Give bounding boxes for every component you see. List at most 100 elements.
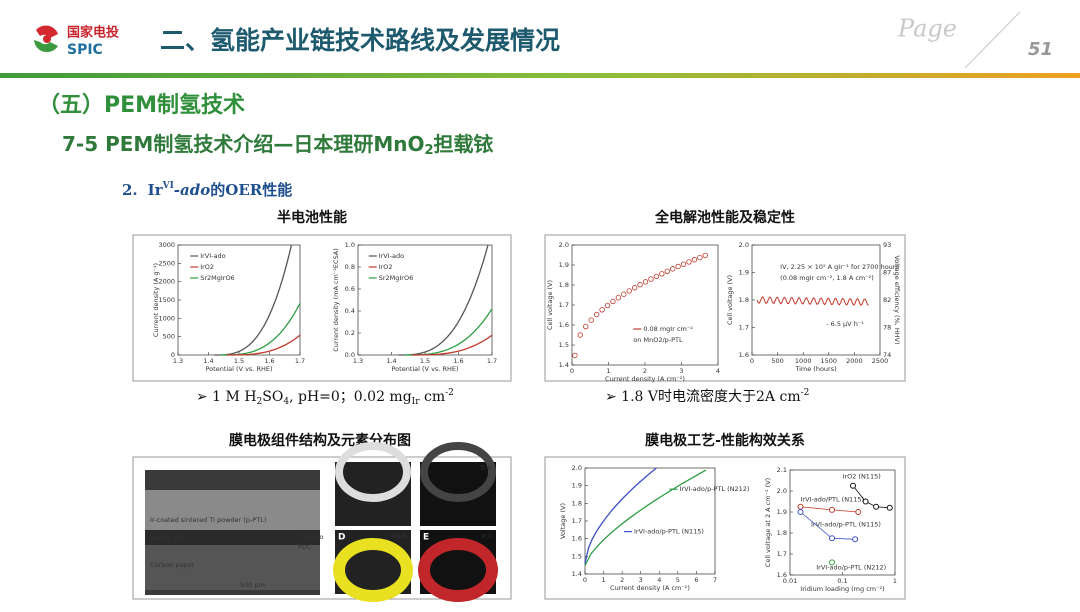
y-tick-label: 0.8 [345,263,355,271]
legend-label: IrO2 [200,263,214,271]
marker [631,285,638,291]
sem-layer [145,490,320,530]
curve [756,296,869,306]
y-tick-label: 1.6 [559,321,569,329]
tile-label: Mn K [391,532,408,540]
header-rule [0,73,1080,78]
x-tick-label: 2500 [872,357,889,365]
marker [637,282,643,288]
legend-label: IrO2 [379,263,393,271]
x-tick-label: 1 [602,576,606,584]
y-label: Cell voltage (V) [546,280,554,330]
page-number: 51 [1028,39,1053,60]
curve [411,334,493,356]
y-tick-label: 1000 [158,314,175,322]
marker [797,503,804,510]
marker [680,261,687,267]
x-tick-label: 0 [570,367,574,375]
tile-label: Ti K [479,464,493,472]
y-tick-label: 1.6 [572,535,582,543]
marker [686,259,692,265]
x-label: Current density (A cm⁻²) [605,375,685,383]
marker [886,504,893,511]
image-label: Carbon paper [150,561,195,569]
y-tick-label: 1.8 [739,296,749,304]
t: 担载铱 [434,132,494,156]
image-label: Nafion 115 [150,534,186,542]
t: , pH=0；0.02 mg [289,389,412,405]
y-tick-label: 0 [171,351,175,359]
marker [829,535,835,542]
marker [572,352,578,359]
x-tick-label: 1.3 [353,357,363,365]
header-title: 二、氢能产业链技术路线及发展情况 [160,26,560,55]
x-tick-label: 1.5 [420,357,430,365]
x-tick-label: 3 [639,576,643,584]
t: 2 [424,143,433,158]
y-tick-label: 1.9 [739,269,749,277]
y-tick-label: 0.6 [345,285,355,293]
t: -ado [174,181,210,199]
legend-label: Sr2MgIrO6 [200,274,235,282]
marker [697,254,703,261]
y-label: Voltage (V) [559,503,567,539]
legend-label: Sr2MgIrO6 [379,274,414,282]
y-tick-label: 1.7 [739,324,749,332]
caption: ➢ 1.8 V时电流密度大于2A cm-2 [605,388,809,406]
tile-letter: D [338,533,345,543]
legend-label: 0.08 mgIr cm⁻² [643,325,693,333]
legend-label: IrVI-ado [379,252,404,260]
y2-tick-label: 74 [883,351,891,359]
y-tick-label: 1.6 [739,351,749,359]
marker [702,252,708,259]
t: -2 [445,388,454,398]
y-tick-label: 1.9 [572,482,582,490]
sem-layer [145,530,320,545]
panel-title: 全电解池性能及稳定性 [654,209,795,226]
t: Ir [412,397,421,407]
x-tick-label: 2000 [846,357,863,365]
t: cm [420,389,446,405]
figure-box [132,234,512,382]
figures: 1.3 1.4 1.5 1.6 1.7050010001500200025003000P… [145,241,901,602]
x-tick-label: 1.4 [203,357,213,365]
x-tick-label: 0 [750,357,754,365]
image-label: Pt/C [298,543,312,551]
marker [669,266,676,272]
divider [964,11,1021,69]
legend-label: IrO2 (N115) [843,472,881,480]
logo [34,25,58,53]
marker [829,559,835,566]
x-tick-label: 4 [657,576,661,584]
page-label: Page [897,15,957,43]
marker [577,332,584,338]
legend-label: (0.08 mgIr cm⁻², 1.8 A cm⁻²) [780,274,874,282]
legend-label: IrVI-ado [200,252,225,260]
marker [675,263,681,270]
map-region [420,442,496,502]
y-tick-label: 2500 [158,259,175,267]
y-tick-label: 0.2 [345,329,355,337]
t: 2. [122,181,138,199]
logo-cn: 国家电投 [67,25,119,41]
tile-letter: E [423,533,429,543]
x-tick-label: 1.3 [173,357,183,365]
marker [691,257,698,263]
x-tick-label: 1.7 [295,357,305,365]
y-label: Current density (mA cm⁻²ECSA) [332,248,340,352]
t: ➢ 1 M H [196,389,257,405]
legend-label: on MnO2/p-PTL [633,336,683,344]
panel-title: 半电池性能 [277,209,347,226]
y2-tick-label: 93 [883,241,891,249]
sem-layer [145,545,320,590]
y-tick-label: 1.7 [559,301,569,309]
curve [226,334,301,356]
marker [588,317,594,323]
y-tick-label: 1.4 [559,361,569,369]
item: 2. IrVI-ado的OER性能 [122,181,292,200]
panel-title: 膜电极工艺-性能构效关系 [645,432,805,449]
y2-tick-label: 78 [883,324,891,332]
t: ➢ 1.8 V时电流密度大于2A cm [605,388,801,405]
x-tick-label: 7 [713,576,717,584]
y-tick-label: 2.1 [777,466,787,474]
